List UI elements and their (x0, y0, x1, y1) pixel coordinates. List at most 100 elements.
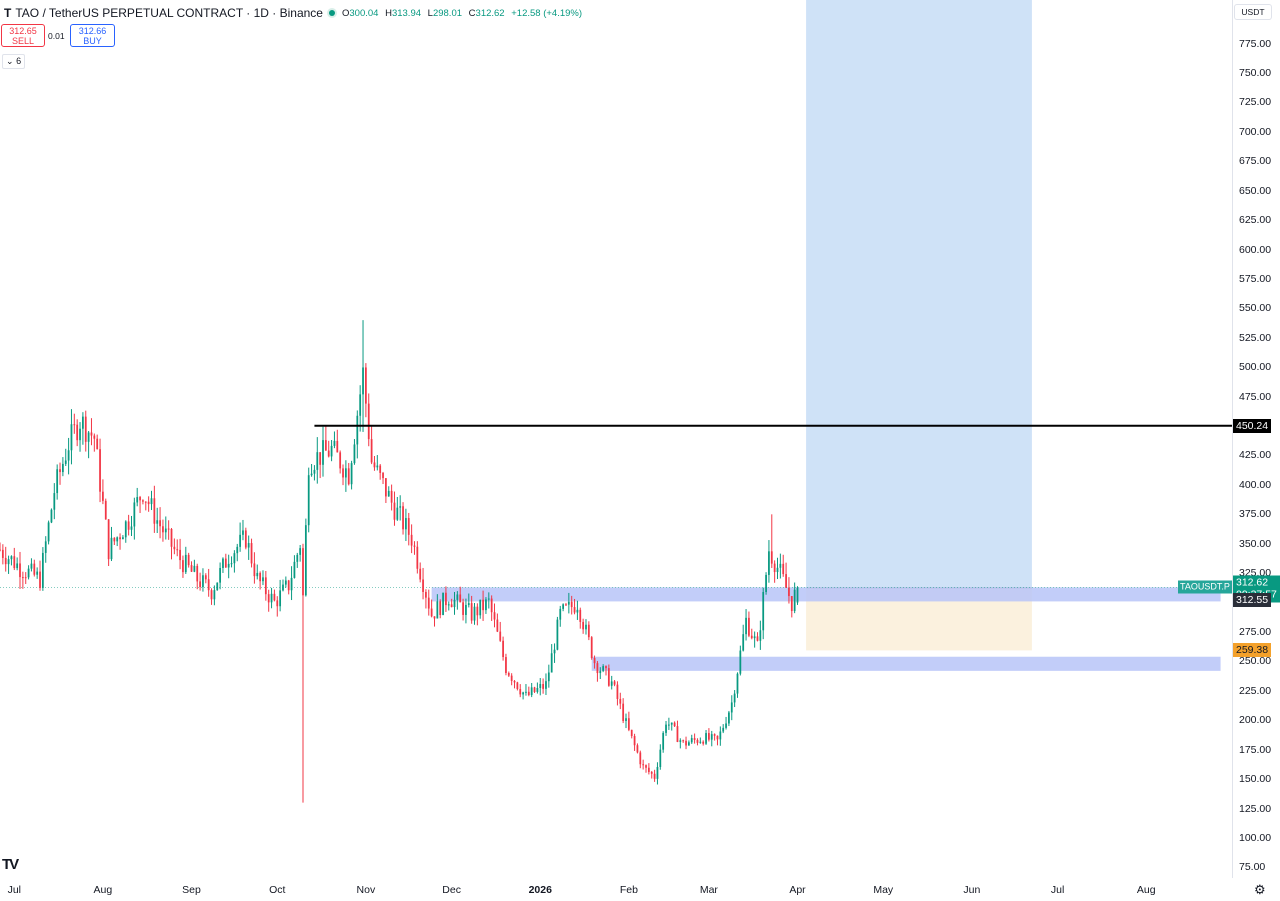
candle-body (296, 554, 299, 562)
price-tick-label: 350.00 (1239, 537, 1272, 550)
price-tick-label: 625.00 (1239, 214, 1272, 227)
candle-body (739, 650, 742, 674)
candle-body (576, 609, 579, 613)
price-tick-label: 275.00 (1239, 626, 1272, 639)
candle-body (182, 560, 184, 573)
candle-body (230, 563, 233, 565)
candle-body (379, 465, 382, 473)
time-tick-label: Oct (269, 884, 286, 896)
price-tick-label: 675.00 (1239, 155, 1272, 168)
candle-body (210, 590, 213, 600)
candle-body (587, 624, 590, 638)
chart-plot-area[interactable] (0, 0, 1232, 878)
tradingview-t-icon: T (4, 6, 12, 20)
candle-body (287, 580, 290, 591)
candle-body (204, 575, 207, 580)
candle-body (413, 545, 416, 547)
candle-body (553, 649, 556, 654)
high-label: H (385, 7, 392, 19)
sell-price: 312.65 (9, 26, 37, 36)
candle-body (367, 403, 370, 440)
candle-body (262, 577, 264, 582)
candle-body (107, 519, 110, 560)
buy-button[interactable]: 312.66 BUY (70, 24, 115, 47)
sell-label: SELL (11, 36, 35, 46)
candle-body (487, 598, 490, 600)
tradingview-logo-icon[interactable]: TV (2, 856, 19, 873)
price-tick-label: 550.00 (1239, 302, 1272, 315)
candle-body (402, 506, 404, 530)
candle-body (602, 666, 605, 671)
open-value: 300.04 (349, 7, 379, 19)
candle-body (390, 490, 393, 503)
candle-body (753, 636, 756, 639)
candle-body (482, 599, 484, 611)
candle-body (682, 740, 685, 742)
candle-body (796, 587, 799, 603)
candle-body (419, 568, 422, 580)
candle-body (70, 424, 73, 451)
candle-body (653, 773, 656, 779)
candle-body (179, 549, 181, 561)
candle-body (459, 594, 462, 603)
candle-body (439, 601, 442, 615)
candle-body (382, 472, 384, 479)
candle-body (339, 452, 342, 469)
candle-body (610, 681, 613, 686)
candle-body (673, 722, 676, 727)
price-axis[interactable]: 800.00775.00750.00725.00700.00675.00650.… (1232, 0, 1280, 878)
candle-body (147, 501, 150, 505)
candle-body (250, 543, 253, 564)
settings-icon[interactable]: ⚙ (1254, 882, 1266, 897)
candle-body (87, 432, 90, 442)
currency-button[interactable]: USDT (1234, 4, 1272, 20)
last-price-value: 312.62 (1236, 576, 1269, 589)
candle-body (256, 572, 259, 577)
candle-body (476, 606, 479, 616)
buy-price: 312.66 (78, 26, 107, 36)
time-axis[interactable]: Jul Aug Sep Oct Nov Dec 2026 Feb Mar Apr May Jun Jul… (0, 878, 1280, 901)
candle-body (153, 498, 156, 524)
candle-body (519, 689, 522, 695)
candle-body (224, 558, 227, 568)
candle-body (10, 556, 13, 560)
candle-body (467, 603, 470, 605)
candle-body (259, 572, 262, 582)
price-tick-label: 475.00 (1239, 390, 1272, 403)
candle-body (336, 440, 339, 453)
candle-body (619, 698, 622, 704)
candle-body (190, 565, 193, 572)
candle-body (136, 497, 139, 503)
open-label: O (341, 7, 350, 19)
candle-body (196, 565, 199, 582)
candle-body (227, 563, 230, 568)
candle-body (304, 525, 307, 596)
candle-body (462, 602, 464, 615)
time-tick-label: Mar (699, 884, 718, 896)
symbol-title[interactable]: TAO / TetherUS PERPETUAL CONTRACT · 1D ·… (15, 6, 323, 20)
price-tick-label: 575.00 (1239, 272, 1272, 285)
candle-body (44, 541, 47, 553)
candlestick-chart[interactable] (0, 0, 1232, 878)
candle-body (330, 445, 333, 457)
candle-body (427, 597, 430, 609)
candle-body (405, 518, 407, 530)
candle-body (696, 739, 699, 743)
candle-body (496, 619, 499, 632)
candle-body (556, 619, 559, 650)
candle-body (742, 634, 745, 651)
time-tick-label: Jul (1050, 884, 1065, 896)
time-tick-label: Aug (1136, 884, 1156, 896)
candle-body (356, 415, 359, 445)
candle-body (222, 558, 224, 568)
time-tick-label: Apr (789, 884, 806, 896)
candle-body (490, 598, 493, 613)
candle-body (768, 551, 770, 575)
candle-body (453, 599, 456, 608)
sell-button[interactable]: 312.65 SELL (1, 24, 45, 47)
candle-body (159, 520, 161, 527)
indicators-toggle[interactable]: ⌄ 6 (2, 54, 26, 69)
candle-body (130, 526, 133, 530)
candle-body (244, 530, 247, 548)
candle-body (579, 609, 582, 622)
